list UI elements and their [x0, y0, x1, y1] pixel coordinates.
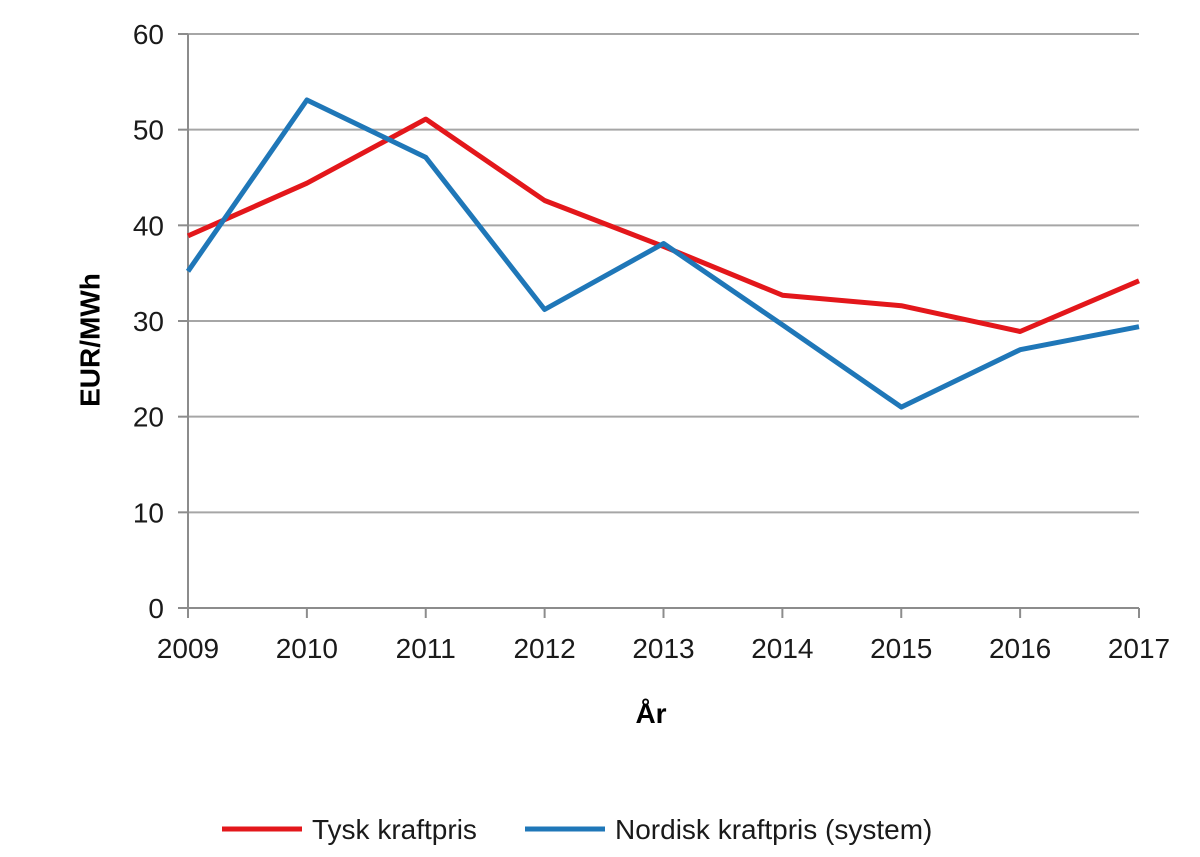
y-tick-label: 30 [133, 306, 164, 337]
x-tick-label: 2013 [632, 633, 694, 664]
legend-label-tysk-kraftpris: Tysk kraftpris [312, 814, 477, 845]
x-tick-label: 2017 [1108, 633, 1170, 664]
y-tick-label: 0 [148, 593, 164, 624]
x-tick-labels: 2009 2010 2011 2012 2013 2014 2015 2016 2017 [157, 608, 1170, 664]
y-axis-title: EUR/MWh [74, 273, 105, 407]
y-tick-label: 20 [133, 402, 164, 433]
y-tick-label: 50 [133, 115, 164, 146]
y-tick-label: 60 [133, 19, 164, 50]
x-tick-label: 2011 [396, 633, 456, 664]
y-tick-label: 40 [133, 210, 164, 241]
y-tick-labels: 0 10 20 30 40 50 60 [133, 19, 164, 624]
x-tick-label: 2015 [870, 633, 932, 664]
legend: Tysk kraftpris Nordisk kraftpris (system… [222, 814, 932, 845]
series-lines [185, 97, 1140, 410]
gridlines [178, 33, 1139, 609]
x-tick-label: 2009 [157, 633, 219, 664]
x-tick-label: 2010 [276, 633, 338, 664]
legend-label-nordisk-kraftpris: Nordisk kraftpris (system) [615, 814, 932, 845]
series-line-nordisk-kraftpris-system [185, 97, 1140, 410]
x-tick-label: 2014 [751, 633, 813, 664]
x-tick-label: 2016 [989, 633, 1051, 664]
x-axis-title: År [635, 698, 666, 729]
y-tick-label: 10 [133, 497, 164, 528]
x-tick-label: 2012 [513, 633, 575, 664]
